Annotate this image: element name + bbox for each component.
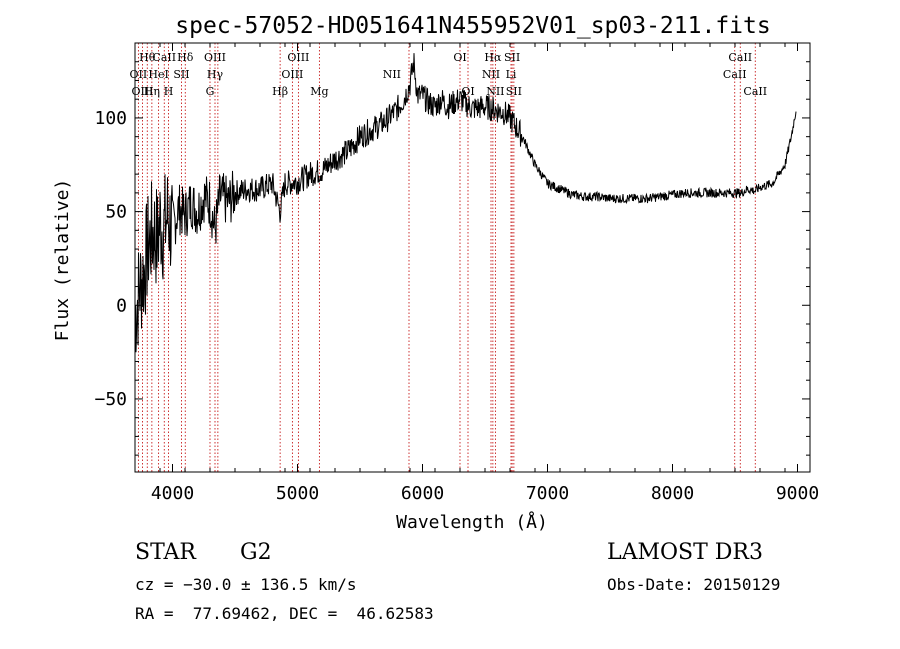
coordinates: RA = 77.69462, DEC = 46.62583 [135, 604, 434, 623]
chart-title: spec-57052-HD051641N455952V01_sp03-211.f… [175, 13, 770, 39]
x-tick-label-3: 7000 [526, 483, 569, 504]
plot-frame [134, 42, 811, 473]
object-class: STAR [135, 540, 196, 565]
y-axis-label: Flux (relative) [52, 179, 73, 342]
x-tick-label-0: 4000 [151, 483, 194, 504]
x-tick-label-4: 8000 [651, 483, 694, 504]
x-tick-label-1: 5000 [276, 483, 319, 504]
y-tick-label-1: 0 [116, 295, 127, 316]
spectral-line-label-11: SII [173, 68, 189, 81]
x-tick-label-2: 6000 [401, 483, 444, 504]
spectral-line-label-7: SII [504, 51, 520, 64]
spectral-line-label-23: Mg [310, 85, 328, 98]
x-axis-label: Wavelength (Å) [396, 511, 548, 533]
spectral-line-label-10: HeI [148, 68, 168, 81]
spectral-line-label-22: Hβ [272, 85, 288, 98]
survey-name: LAMOST DR3 [607, 540, 763, 565]
spectral-line-label-5: OI [453, 51, 466, 64]
spectral-line-label-9: OII [130, 68, 148, 81]
spectral-line-label-8: CaII [728, 51, 752, 64]
spectral-line-label-0: Hθ [139, 51, 156, 64]
observation-date: Obs-Date: 20150129 [607, 575, 781, 594]
object-subclass: G2 [240, 540, 272, 565]
spectrum-chart: spec-57052-HD051641N455952V01_sp03-211.f… [52, 13, 819, 533]
spectral-line-label-18: OIII [131, 85, 153, 98]
spectral-line-label-1: CaII [152, 51, 176, 64]
y-tick-label-3: 100 [94, 108, 127, 129]
spectral-line-label-26: SII [506, 85, 522, 98]
spectral-line-label-25: NII [486, 85, 504, 98]
spectral-line-label-21: G [206, 85, 215, 98]
spectral-line-label-2: Hδ [177, 51, 194, 64]
y-tick-label-2: 50 [105, 202, 127, 223]
spectral-line-label-3: OIII [204, 51, 226, 64]
spectral-line-label-13: OIII [281, 68, 303, 81]
spectral-line-label-6: Hα [484, 51, 502, 64]
spectral-line-label-15: NII [482, 68, 500, 81]
spectrum-line [134, 53, 797, 353]
spectral-line-label-17: CaII [723, 68, 747, 81]
y-tick-label-0: −50 [94, 389, 127, 410]
spectral-line-label-16: Li [506, 68, 517, 81]
spectral-line-label-19: Hη [144, 85, 160, 98]
spectral-line-label-14: NII [383, 68, 401, 81]
spectral-line-label-12: Hγ [207, 68, 224, 81]
redshift-cz: cz = −30.0 ± 136.5 km/s [135, 575, 357, 594]
spectral-line-label-20: H [164, 85, 174, 98]
spectral-line-label-4: OIII [287, 51, 309, 64]
spectral-line-label-27: CaII [743, 85, 767, 98]
x-tick-label-5: 9000 [776, 483, 819, 504]
